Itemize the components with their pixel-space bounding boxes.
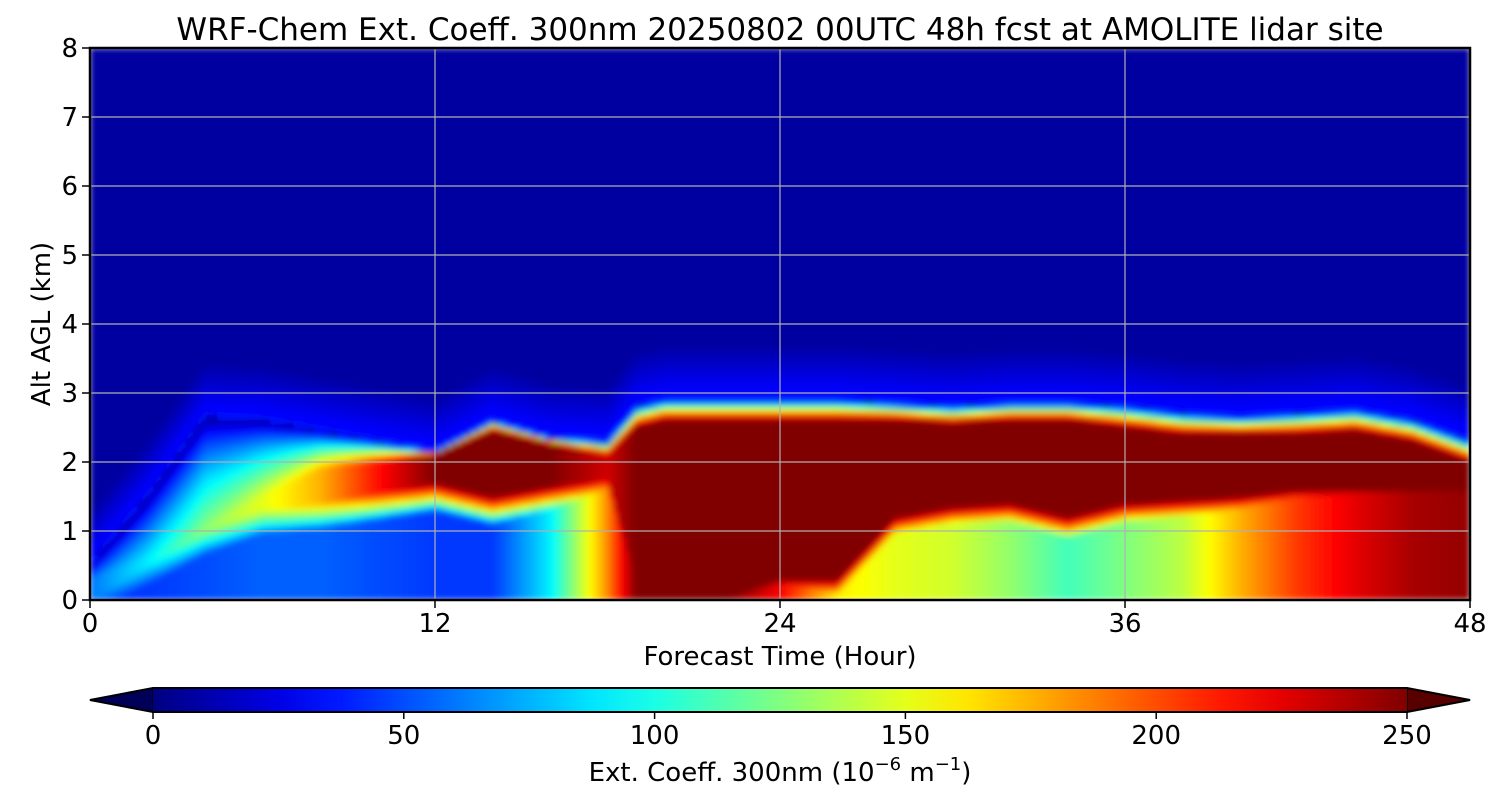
colorbar-tick-label: 50	[387, 721, 420, 751]
x-tick-label: 36	[1108, 609, 1141, 639]
colorbar-gradient	[153, 688, 1407, 712]
y-axis: 0 1 2 3 4 5 6 7 8	[61, 34, 90, 616]
colorbar-extend-low	[89, 687, 154, 713]
grid-lines	[90, 48, 1470, 600]
x-axis: 0 12 24 36 48	[82, 600, 1487, 639]
colorbar-ticks: 0 50 100 150 200 250	[145, 712, 1432, 751]
colorbar-tick-label: 150	[881, 721, 931, 751]
x-tick-label: 12	[418, 609, 451, 639]
colorbar-tick-label: 200	[1131, 721, 1181, 751]
y-tick-label: 2	[61, 448, 78, 478]
x-tick-label: 0	[82, 609, 99, 639]
y-axis-label: Alt AGL (km)	[27, 242, 57, 406]
colorbar-label: Ext. Coeff. 300nm (10−6 m−1)	[589, 754, 972, 788]
x-tick-label: 48	[1453, 609, 1486, 639]
y-tick-label: 8	[61, 34, 78, 64]
colorbar-extend-high	[1406, 687, 1471, 713]
colorbar-tick-label: 0	[145, 721, 162, 751]
y-tick-label: 3	[61, 379, 78, 409]
y-tick-label: 7	[61, 103, 78, 133]
y-tick-label: 6	[61, 172, 78, 202]
y-tick-label: 5	[61, 241, 78, 271]
y-tick-label: 0	[61, 586, 78, 616]
chart-title: WRF-Chem Ext. Coeff. 300nm 20250802 00UT…	[176, 12, 1383, 48]
y-tick-label: 1	[61, 517, 78, 547]
x-axis-label: Forecast Time (Hour)	[643, 642, 916, 672]
y-tick-label: 4	[61, 310, 78, 340]
colorbar-tick-label: 250	[1382, 721, 1432, 751]
colorbar: 0 50 100 150 200 250 Ext. Coeff. 300nm (10−6 …	[89, 687, 1471, 788]
colorbar-tick-label: 100	[630, 721, 680, 751]
x-tick-label: 24	[763, 609, 796, 639]
